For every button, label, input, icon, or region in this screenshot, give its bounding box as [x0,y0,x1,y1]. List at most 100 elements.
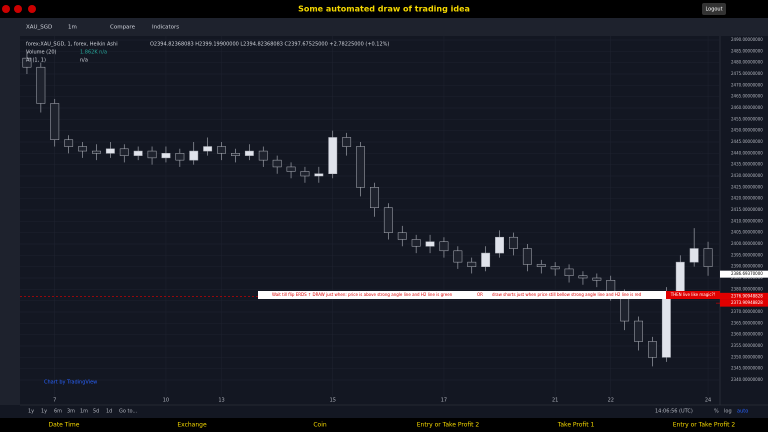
y-tick-label: 2350.00000000 [731,354,763,359]
nav-item[interactable]: Coin [313,422,327,429]
y-tick-label: 2380.00000000 [731,286,763,291]
y-tick-label: 2470.00000000 [731,82,763,87]
legend-volume: Volume (20) [26,50,56,56]
y-tick-label: 2370.00000000 [731,309,763,314]
candle-body [231,153,240,156]
annotation-text: THEN live like magic?! [670,292,716,297]
price-label-box [720,299,768,307]
page-title: Some automated draw of trading idea [298,5,470,14]
candle-body [592,277,602,281]
candle-body [661,293,671,358]
candle-body [328,137,338,174]
y-tick-label: 2435.00000000 [731,162,763,167]
candle-body [495,236,504,254]
timeframe[interactable]: 3m [67,409,75,415]
y-tick-label: 2355.00000000 [731,343,763,348]
auto[interactable]: auto [737,409,748,415]
candle-body [217,146,226,154]
candle-body [370,187,379,208]
percent[interactable]: % [714,409,719,415]
candle-body [300,171,310,177]
last-price-label: 2386.69370000 [731,271,763,276]
timeframe[interactable]: 1m [80,409,88,415]
candle-body [453,250,463,263]
candle-body [425,241,435,247]
candle-body [356,146,365,188]
candle-body [522,248,532,265]
candle-body [383,207,393,233]
y-tick-label: 2345.00000000 [731,366,763,371]
y-tick-label: 2430.00000000 [731,173,763,178]
timeframe[interactable]: 6m [54,409,62,415]
candle-body [92,150,101,154]
candle-body [244,150,254,156]
candle-body [314,173,324,177]
annotation-box [666,291,720,299]
x-tick-label: 15 [330,398,336,404]
candle-body [22,57,32,68]
candle-body [342,137,352,147]
legend-ai: AI (1, 1) [26,58,46,64]
x-tick-label: 7 [53,398,56,404]
nav-item[interactable]: Entry or Take Profit 2 [417,422,480,429]
candle-body [147,150,157,159]
x-tick-label: 24 [705,398,711,404]
y-tick-label: 2420.00000000 [731,196,763,201]
last-price-box [720,270,768,278]
candle-body [203,146,213,152]
timeframe[interactable]: 5d [93,409,99,415]
timeframe[interactable]: 1d [106,409,112,415]
y-tick-label: 2455.00000000 [731,116,763,121]
legend-series: forex:XAU_SGD, 1, forex, Heikin Ashi [26,42,118,48]
nav-item[interactable]: Exchange [177,422,207,429]
candle-body [634,320,643,342]
candle-body [703,248,713,267]
price-label: 2376.90948828 [731,293,763,298]
logout-button[interactable] [702,3,726,15]
nav-item[interactable]: Entry or Take Profit 2 [673,422,736,429]
y-tick-label: 2415.00000000 [731,207,763,212]
y-tick-label: 2480.00000000 [731,60,763,65]
candle-body [286,166,296,172]
y-tick-label: 2465.00000000 [731,94,763,99]
candle-body [119,148,129,156]
candle-body [648,341,657,358]
y-tick-label: 2340.00000000 [731,377,763,382]
candle-body [536,264,546,267]
indicators[interactable]: Indicators [152,25,179,31]
candle-body [175,153,185,161]
price-label-box [720,292,768,300]
nav-item[interactable]: Take Profit 1 [557,422,595,429]
timeframe[interactable]: 1y [28,409,34,415]
annotation-text: draw shorts just when price still bellow… [492,292,642,297]
candle-body [64,139,74,147]
annotation-text: OR [477,292,483,297]
y-tick-label: 2460.00000000 [731,105,763,110]
candle-body [481,252,491,267]
compare[interactable]: Compare [110,25,136,31]
y-tick-label: 2390.00000000 [731,264,763,269]
y-tick-label: 2440.00000000 [731,150,763,155]
x-tick-label: 17 [441,398,447,404]
plot-area [20,36,720,405]
y-tick-label: 2395.00000000 [731,252,763,257]
candle-body [467,261,477,267]
logout-label[interactable]: Logout [705,7,722,13]
y-tick-label: 2490.00000000 [731,37,763,42]
x-tick-label: 21 [552,398,558,404]
candle-body [133,150,143,156]
interval[interactable]: 1m [68,25,77,31]
annotation-box [258,291,668,299]
x-tick-label: 22 [608,398,614,404]
log[interactable]: log [724,409,732,415]
icon [2,5,10,13]
nav-item[interactable]: Date Time [49,422,80,429]
x-tick-label: 13 [218,398,224,404]
y-tick-label: 2485.00000000 [731,48,763,53]
timeframe[interactable]: 1y [41,409,47,415]
watermark[interactable]: Chart by TradingView [44,380,97,386]
timeframe[interactable]: Go to... [119,409,138,415]
candle-body [161,153,171,159]
symbol[interactable]: XAU_SGD [26,25,52,31]
